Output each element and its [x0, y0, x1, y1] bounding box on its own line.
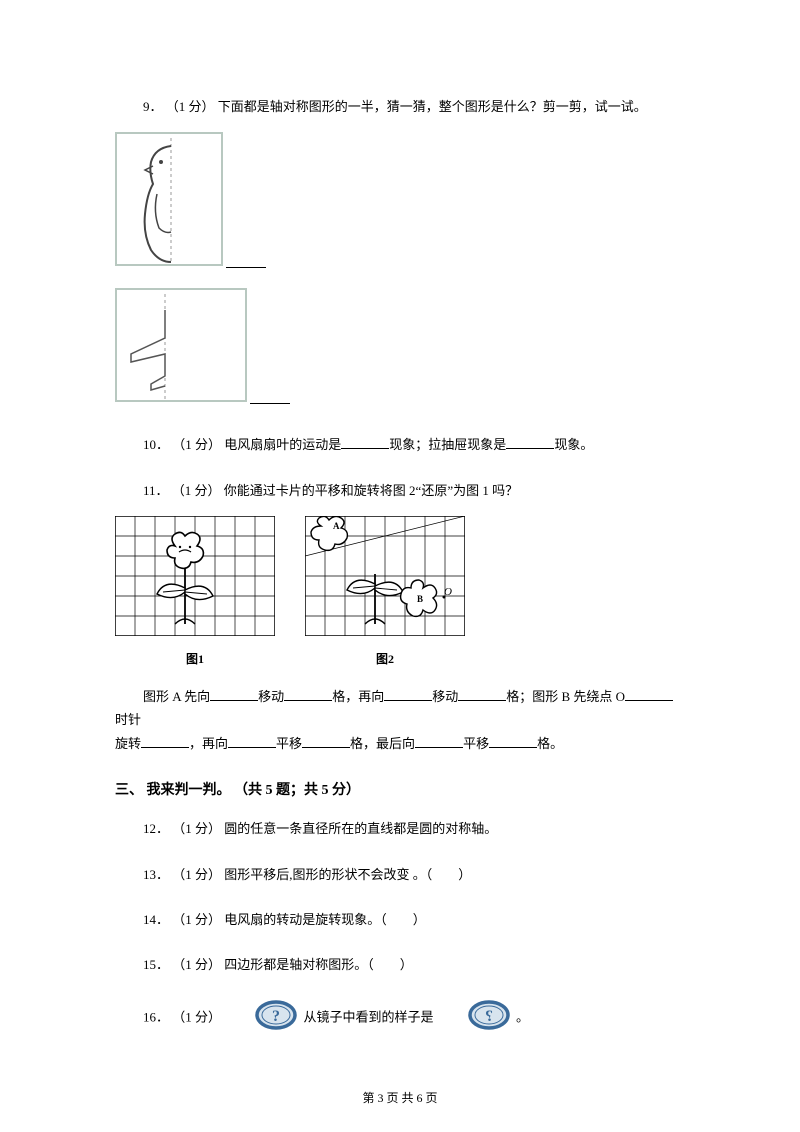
q11-blank-b1[interactable] — [141, 732, 189, 748]
question-12: 12． （1 分） 圆的任意一条直径所在的直线都是圆的对称轴。 — [115, 817, 685, 840]
q12-number: 12． — [143, 821, 169, 836]
q11-blank-b3[interactable] — [302, 732, 350, 748]
svg-text:B: B — [417, 594, 423, 604]
q13-points: （1 分） — [172, 867, 221, 882]
q11-body: 你能通过卡片的平移和旋转将图 2“还原”为图 1 吗？ — [224, 483, 518, 498]
q11-blank-a5[interactable] — [625, 685, 673, 701]
q9-body: 下面都是轴对称图形的一半，猜一猜，整个图形是什么？剪一剪，试一试。 — [218, 99, 647, 114]
q14-points: （1 分） — [172, 912, 221, 927]
airplane-half-icon — [117, 290, 249, 404]
q11-l2-3: 格，最后向 — [350, 736, 415, 751]
q10-text: 10． （1 分） 电风扇扇叶的运动是 现象；拉抽屉现象是 现象。 — [115, 433, 685, 456]
q11-blank-b4[interactable] — [415, 732, 463, 748]
q11-grid-2: A B O — [305, 516, 465, 636]
q11-blank-a4[interactable] — [458, 685, 506, 701]
q9-blank-2[interactable] — [250, 388, 290, 404]
q11-blank-b2[interactable] — [228, 732, 276, 748]
question-10: 10． （1 分） 电风扇扇叶的运动是 现象；拉抽屉现象是 现象。 — [115, 433, 685, 456]
q11-blank-a1[interactable] — [210, 685, 258, 701]
q14-number: 14． — [143, 912, 169, 927]
q15-number: 15． — [143, 957, 169, 972]
q9-image-2-wrapper — [115, 288, 685, 411]
q11-grid-1 — [115, 516, 275, 636]
svg-text:?: ? — [485, 1008, 493, 1025]
page-footer: 第 3 页 共 6 页 — [0, 1089, 800, 1106]
q11-l1-5: 时针 — [115, 712, 141, 727]
question-mark-icon-2: ? — [439, 999, 511, 1038]
q11-l1-4: 格；图形 B 先绕点 O — [506, 689, 625, 704]
section-3-header: 三、 我来判一判。 （共 5 题；共 5 分） — [115, 779, 685, 799]
q9-number: 9． — [143, 99, 163, 114]
q11-l2-0: 旋转 — [115, 736, 141, 751]
q11-grid-1-wrapper: 图1 — [115, 516, 275, 671]
q15-points: （1 分） — [172, 957, 221, 972]
q12-body: 圆的任意一条直径所在的直线都是圆的对称轴。 — [224, 821, 497, 836]
q14-body: 电风扇的转动是旋转现象。（ ） — [224, 912, 426, 927]
q10-blank-2[interactable] — [506, 433, 554, 449]
q11-number: 11． — [143, 483, 169, 498]
penguin-half-icon — [117, 134, 225, 268]
question-16: 16． （1 分） ? 从镜子中看到的样子是 ? 。 — [115, 999, 685, 1038]
q11-blank-a2[interactable] — [284, 685, 332, 701]
q9-image-2 — [115, 288, 247, 402]
svg-text:A: A — [333, 521, 340, 531]
q11-l2-1: ，再向 — [189, 736, 228, 751]
q10-part-3: 现象。 — [554, 437, 593, 452]
q11-label-1: 图1 — [115, 649, 275, 671]
q9-blank-1[interactable] — [226, 252, 266, 268]
q11-l1-1: 移动 — [258, 689, 284, 704]
question-14: 14． （1 分） 电风扇的转动是旋转现象。（ ） — [115, 908, 685, 931]
q11-l1-3: 移动 — [432, 689, 458, 704]
question-9: 9． （1 分） 下面都是轴对称图形的一半，猜一猜，整个图形是什么？剪一剪，试一… — [115, 95, 685, 411]
q10-part-1: 电风扇扇叶的运动是 — [224, 437, 341, 452]
q16-points: （1 分） — [172, 1009, 221, 1024]
q10-blank-1[interactable] — [341, 433, 389, 449]
svg-text:?: ? — [272, 1008, 280, 1025]
q11-points: （1 分） — [172, 483, 221, 498]
q11-fill-line-2: 旋转 ，再向 平移 格，最后向 平移 格。 — [115, 732, 685, 755]
q11-l1-0: 图形 A 先向 — [143, 689, 210, 704]
q11-grids: 图1 — [115, 516, 685, 671]
q11-l2-5: 格。 — [537, 736, 563, 751]
q10-part-2: 现象；拉抽屉现象是 — [389, 437, 506, 452]
question-11: 11． （1 分） 你能通过卡片的平移和旋转将图 2“还原”为图 1 吗？ — [115, 479, 685, 756]
q16-after: 。 — [516, 1009, 529, 1024]
question-mark-icon-1: ? — [226, 999, 298, 1038]
q10-number: 10． — [143, 437, 169, 452]
question-13: 13． （1 分） 图形平移后,图形的形状不会改变 。（ ） — [115, 863, 685, 886]
q11-fill-line-1: 图形 A 先向 移动 格，再向 移动 格；图形 B 先绕点 O 时针 — [115, 685, 685, 732]
q16-number: 16． — [143, 1009, 169, 1024]
q16-mid: 从镜子中看到的样子是 — [304, 1009, 434, 1024]
q11-l1-2: 格，再向 — [332, 689, 384, 704]
q13-body: 图形平移后,图形的形状不会改变 。（ ） — [224, 867, 471, 882]
q9-text: 9． （1 分） 下面都是轴对称图形的一半，猜一猜，整个图形是什么？剪一剪，试一… — [115, 95, 685, 118]
q11-l2-2: 平移 — [276, 736, 302, 751]
q11-blank-a3[interactable] — [384, 685, 432, 701]
q12-points: （1 分） — [172, 821, 221, 836]
q10-points: （1 分） — [172, 437, 221, 452]
q11-grid-2-wrapper: A B O 图2 — [305, 516, 465, 671]
q15-body: 四边形都是轴对称图形。（ ） — [224, 957, 413, 972]
question-15: 15． （1 分） 四边形都是轴对称图形。（ ） — [115, 953, 685, 976]
q11-text: 11． （1 分） 你能通过卡片的平移和旋转将图 2“还原”为图 1 吗？ — [115, 479, 685, 502]
q9-points: （1 分） — [166, 99, 215, 114]
q13-number: 13． — [143, 867, 169, 882]
q9-image-1 — [115, 132, 223, 266]
q11-l2-4: 平移 — [463, 736, 489, 751]
q11-label-2: 图2 — [305, 649, 465, 671]
q11-blank-b5[interactable] — [489, 732, 537, 748]
q9-image-1-wrapper — [115, 132, 685, 275]
